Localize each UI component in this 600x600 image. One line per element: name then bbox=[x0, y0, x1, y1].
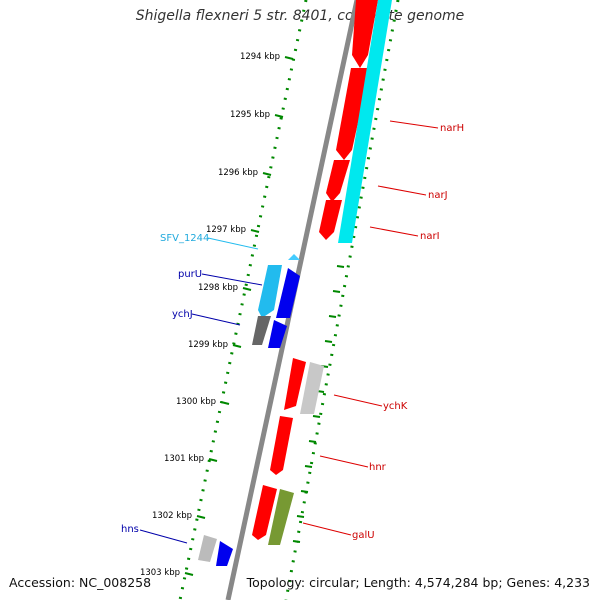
hnr-callout bbox=[319, 455, 369, 468]
gene-galU-block[interactable] bbox=[268, 489, 294, 545]
kbp-tick-mark bbox=[184, 572, 194, 576]
right-tick-mark bbox=[312, 415, 321, 418]
gene-red-galU-left[interactable] bbox=[252, 485, 277, 540]
gene-narI-block[interactable] bbox=[319, 200, 342, 240]
kbp-tick-mark bbox=[220, 401, 230, 405]
right-tick-mark bbox=[308, 440, 317, 443]
gene-narH-block[interactable] bbox=[352, 0, 378, 68]
gene-red-ychK-left[interactable] bbox=[284, 358, 306, 410]
gene-narG-block[interactable] bbox=[336, 68, 370, 160]
narJ-callout bbox=[377, 185, 427, 196]
kbp-tick-label: 1303 kbp bbox=[140, 568, 180, 578]
label-purU[interactable]: purU bbox=[178, 269, 202, 280]
gene-SFV_1244-block[interactable] bbox=[258, 265, 282, 318]
label-narJ[interactable]: narJ bbox=[428, 190, 448, 201]
right-tick-track bbox=[284, 0, 400, 600]
kbp-tick-label: 1294 kbp bbox=[240, 52, 280, 62]
kbp-tick-label: 1297 kbp bbox=[206, 225, 246, 235]
kbp-tick-mark bbox=[262, 172, 272, 176]
gene-SFV_1244-arrow[interactable] bbox=[288, 254, 300, 260]
gene-hns-gray-block[interactable] bbox=[198, 535, 217, 562]
purU-callout bbox=[201, 273, 263, 286]
narH-callout bbox=[389, 120, 439, 129]
gene-blocks bbox=[198, 0, 392, 566]
right-tick-mark bbox=[336, 265, 345, 268]
right-tick-mark bbox=[296, 515, 305, 518]
kbp-tick-label: 1298 kbp bbox=[198, 283, 238, 293]
kbp-tick-mark bbox=[242, 287, 252, 291]
right-tick-mark bbox=[328, 315, 337, 318]
kbp-tick-label: 1302 kbp bbox=[152, 511, 192, 521]
topology-text: Topology: circular; Length: 4,574,284 bp… bbox=[246, 575, 590, 590]
right-tick-mark bbox=[300, 490, 309, 493]
gene-hnr-block[interactable] bbox=[270, 416, 293, 475]
gene-ychK-block[interactable] bbox=[300, 362, 324, 414]
right-tick-mark bbox=[324, 340, 333, 343]
label-SFV_1244[interactable]: SFV_1244 bbox=[160, 233, 209, 244]
kbp-tick-mark bbox=[208, 458, 218, 462]
kbp-tick-label: 1296 kbp bbox=[218, 168, 258, 178]
right-tick-mark bbox=[292, 540, 301, 543]
right-tick-mark bbox=[304, 465, 313, 468]
label-narI[interactable]: narI bbox=[420, 231, 440, 242]
ychJ-callout bbox=[191, 313, 241, 326]
label-narH[interactable]: narH bbox=[440, 123, 464, 134]
gene-purU-block[interactable] bbox=[276, 268, 300, 318]
kbp-tick-label: 1299 kbp bbox=[188, 340, 228, 350]
kbp-tick-mark bbox=[274, 114, 284, 118]
label-hnr[interactable]: hnr bbox=[369, 462, 387, 473]
label-hns[interactable]: hns bbox=[121, 524, 139, 535]
gene-narJ-block[interactable] bbox=[326, 160, 350, 202]
gene-hns-block[interactable] bbox=[216, 541, 233, 566]
kbp-tick-mark bbox=[196, 515, 206, 519]
kbp-tick-mark bbox=[250, 229, 260, 233]
kbp-tick-label: 1300 kbp bbox=[176, 397, 216, 407]
kbp-tick-label: 1295 kbp bbox=[230, 110, 270, 120]
gene-cyan-strand[interactable] bbox=[338, 0, 392, 243]
right-tick-mark bbox=[332, 290, 341, 293]
hns-callout bbox=[139, 529, 188, 544]
ychK-callout bbox=[333, 394, 383, 407]
narI-callout bbox=[369, 226, 419, 237]
galU-callout bbox=[302, 522, 352, 536]
label-ychJ[interactable]: ychJ bbox=[172, 309, 193, 320]
kbp-tick-label: 1301 kbp bbox=[164, 454, 204, 464]
label-lines bbox=[139, 120, 439, 544]
kbp-tick-mark bbox=[284, 56, 294, 60]
kbp-tick-mark bbox=[232, 344, 242, 348]
gene-labels: narH narJ narI SFV_1244 purU ychJ ychK h… bbox=[121, 123, 464, 541]
label-ychK[interactable]: ychK bbox=[383, 401, 408, 412]
accession-text: Accession: NC_008258 bbox=[9, 575, 152, 590]
left-tick-track bbox=[178, 0, 308, 600]
gene-ychJ-gray-block[interactable] bbox=[252, 316, 271, 345]
gene-ychJ-block[interactable] bbox=[268, 320, 287, 348]
label-galU[interactable]: galU bbox=[352, 530, 375, 541]
SFV_1244-callout bbox=[207, 237, 259, 250]
